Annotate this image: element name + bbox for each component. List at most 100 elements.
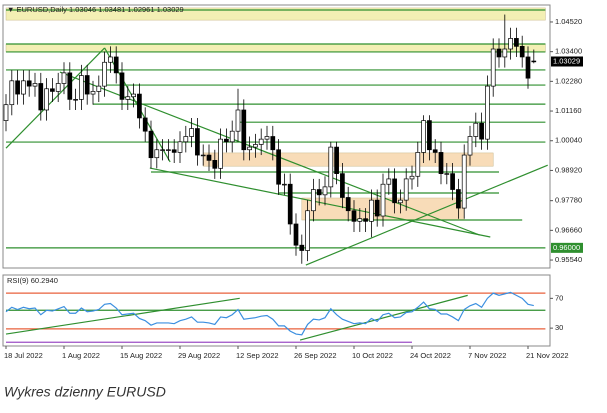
candle-body	[264, 136, 270, 140]
candle-body	[409, 175, 415, 180]
candle-body	[334, 146, 339, 174]
zone	[5, 7, 546, 21]
x-tick-label: 18 Jul 2022	[4, 351, 43, 360]
candle-body	[380, 183, 386, 217]
candle-body	[386, 178, 392, 185]
candle-body	[55, 83, 61, 92]
candle-body	[282, 183, 287, 186]
candle-body	[415, 152, 421, 177]
y-tick-label: 0.97780	[555, 196, 582, 205]
candle-body	[398, 199, 403, 204]
zone	[202, 152, 494, 167]
candle-body	[229, 130, 235, 143]
candle-body	[125, 96, 131, 100]
x-tick-label: 24 Oct 2022	[410, 351, 451, 360]
candle-body	[131, 93, 136, 98]
candle-body	[438, 152, 444, 174]
candle-body	[299, 244, 305, 251]
candle-body	[345, 197, 351, 212]
candle-body	[369, 199, 374, 222]
candle-body	[21, 80, 26, 95]
candle-body	[142, 117, 148, 132]
candle-body	[171, 149, 177, 153]
y-tick-label: 1.01160	[555, 106, 582, 115]
candle-body	[241, 109, 247, 151]
price-header: ▼ EURUSD,Daily 1.03046 1.03481 1.02961 1…	[7, 5, 184, 14]
candle-body	[3, 104, 9, 121]
x-tick-label: 12 Sep 2022	[236, 351, 279, 360]
candle-body	[38, 83, 44, 111]
candle-body	[61, 72, 67, 84]
x-tick-label: 21 Nov 2022	[526, 351, 569, 360]
candle-body	[50, 88, 55, 92]
candle-body	[108, 56, 113, 63]
candle-body	[96, 85, 102, 92]
candle-body	[519, 46, 525, 58]
candle-body	[102, 61, 107, 87]
y-tick-label: 1.02280	[555, 76, 582, 85]
candle-body	[502, 48, 508, 58]
candle-body	[351, 210, 357, 222]
candle-body	[357, 218, 363, 222]
candle-body	[258, 138, 264, 145]
candle-body	[514, 38, 519, 47]
candle-body	[206, 154, 212, 161]
candle-body	[461, 154, 467, 209]
candle-body	[44, 88, 49, 111]
x-tick-label: 7 Nov 2022	[468, 351, 506, 360]
trend-line	[305, 164, 548, 266]
candle-body	[154, 149, 160, 159]
price-tag-label: 1.03029	[553, 56, 580, 65]
candle-body	[432, 149, 438, 153]
candle-body	[253, 144, 258, 148]
y-tick-label: 1.03400	[555, 47, 582, 56]
candle-body	[224, 138, 229, 143]
candle-body	[84, 75, 90, 95]
candle-body	[311, 189, 316, 212]
candle-body	[293, 223, 299, 246]
candle-body	[177, 141, 183, 153]
labels: 1.04520 1.03400 1.02280 1.01160 1.00040 0.989…	[4, 17, 583, 360]
y-tick-label: 0.95540	[555, 255, 582, 264]
candle-body	[189, 128, 194, 137]
caption: Wykres dzienny EURUSD	[4, 384, 166, 400]
candle-body	[403, 178, 409, 201]
candle-body	[363, 218, 368, 222]
candle-body	[421, 120, 426, 153]
candle-body	[328, 146, 334, 188]
candle-body	[67, 72, 73, 100]
candle-body	[473, 122, 479, 137]
trend-line	[149, 167, 491, 238]
candle-body	[270, 136, 276, 151]
candle-body	[90, 91, 96, 95]
candle-body	[119, 72, 125, 100]
y-tick-label: 30	[555, 323, 563, 332]
candle-body	[340, 173, 345, 198]
candle-body	[467, 136, 473, 156]
trend-line	[299, 294, 468, 341]
candle-body	[113, 56, 119, 74]
candle-body	[200, 154, 206, 157]
candle-body	[485, 85, 490, 140]
y-tick-label: 70	[555, 293, 563, 302]
candle-body	[531, 60, 537, 63]
candle-body	[212, 160, 218, 169]
candle-body	[322, 186, 328, 196]
candle-body	[9, 80, 15, 106]
trend-line	[5, 297, 240, 335]
candle-body	[316, 189, 322, 196]
price-tag-label: 0.96000	[553, 243, 580, 252]
price-tag	[551, 242, 583, 253]
x-tick-label: 29 Aug 2022	[178, 351, 220, 360]
candle-body	[427, 120, 432, 151]
candle-body	[26, 80, 32, 87]
candle-body	[305, 210, 310, 251]
price-plot	[3, 7, 548, 266]
price-tag	[551, 56, 583, 67]
rsi-header: RSI(9) 60.2940	[7, 276, 58, 285]
candle-body	[79, 75, 84, 100]
y-tick-label: 0.98920	[555, 165, 582, 174]
candle-body	[287, 183, 293, 225]
candle-body	[235, 109, 241, 132]
